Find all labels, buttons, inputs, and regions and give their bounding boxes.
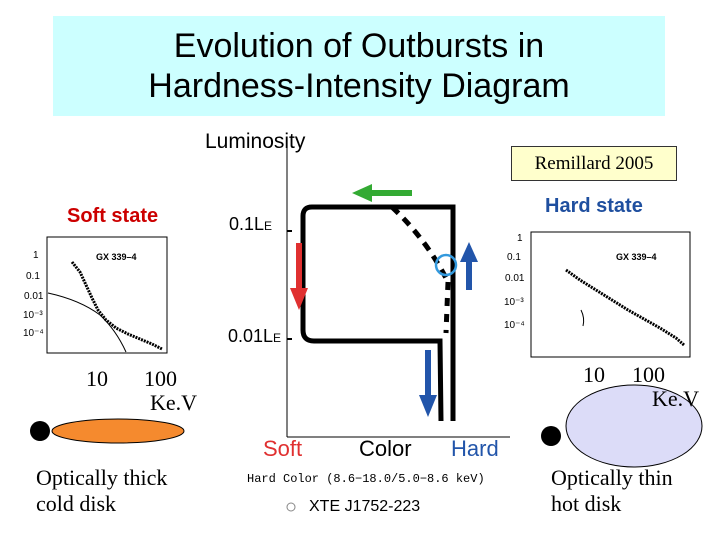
y-tick-low-subscript: E (273, 331, 282, 345)
hard-x-unit: Ke.V (652, 386, 700, 411)
transition-dashed-upper (390, 205, 451, 284)
hard-caption-line-2: hot disk (551, 491, 622, 516)
y-axis-label: Luminosity (205, 130, 306, 153)
soft-spectrum-frame (46, 236, 168, 354)
y-tick-high: 0.1LE (229, 214, 273, 234)
soft-spectrum-model (47, 292, 127, 353)
hard-spectrum-model (580, 309, 585, 327)
y-tick-low: 0.01LE (228, 326, 282, 346)
green-arrow-head (352, 184, 372, 202)
hard-state-label: Hard state (545, 195, 643, 217)
soft-spectrum-data (70, 261, 163, 351)
hard-spectrum-plot (530, 231, 691, 358)
soft-ytick-1: 1 (33, 250, 39, 261)
hard-color-axis-label: Hard Color (8.6−18.0/5.0−8.6 keV) (247, 472, 485, 486)
title-line-1: Evolution of Outbursts in (173, 27, 545, 65)
soft-caption-line-1: Optically thick (36, 465, 168, 490)
hard-central-object (541, 426, 561, 446)
hard-ytick-5: 10⁻⁴ (504, 320, 525, 331)
title-banner: Evolution of Outbursts in Hardness-Inten… (53, 16, 665, 116)
soft-spectrum-plot (46, 236, 168, 354)
soft-spectrum-source: GX 339–4 (96, 252, 137, 262)
highlight-circle (434, 253, 458, 277)
hard-ytick-3: 0.01 (505, 273, 525, 284)
hard-xtick-10: 10 (583, 362, 605, 387)
soft-caption: Optically thick cold disk (36, 465, 167, 517)
hard-spectrum-frame (530, 231, 691, 358)
soft-ytick-3: 0.01 (24, 291, 44, 302)
source-name: XTE J1752-223 (309, 498, 421, 515)
blue-arrow-up-head (460, 242, 478, 262)
hard-ytick-1: 1 (517, 233, 523, 244)
x-label-color: Color (359, 436, 412, 461)
hard-caption-line-1: Optically thin (551, 465, 673, 490)
x-label-soft: Soft (263, 436, 303, 461)
soft-ytick-5: 10⁻⁴ (23, 328, 44, 339)
reference-label: Remillard 2005 (511, 146, 677, 181)
blue-arrow-down-head (419, 395, 437, 417)
soft-xtick-100: 100 (144, 366, 177, 391)
hard-caption: Optically thin hot disk (551, 465, 673, 517)
red-arrow-head (290, 288, 308, 310)
hard-spectrum-source: GX 339–4 (616, 252, 657, 262)
y-tick-high-subscript: E (264, 219, 273, 233)
hard-xtick-100: 100 (632, 362, 665, 387)
soft-caption-line-2: cold disk (36, 491, 117, 516)
soft-disk (51, 418, 185, 444)
hard-spectrum-data (565, 268, 685, 347)
soft-ytick-4: 10⁻³ (23, 310, 43, 321)
soft-state-label: Soft state (67, 205, 159, 227)
x-label-hard: Hard (451, 436, 499, 461)
soft-x-unit: Ke.V (150, 390, 198, 415)
title-line-2: Hardness-Intensity Diagram (148, 67, 570, 105)
source-marker-icon (286, 502, 296, 512)
hard-ytick-4: 10⁻³ (504, 297, 524, 308)
soft-xtick-10: 10 (86, 366, 108, 391)
outburst-track (300, 204, 456, 422)
soft-ytick-2: 0.1 (26, 271, 40, 282)
transition-dashed-lower (443, 281, 451, 334)
soft-central-object (30, 421, 50, 441)
hard-ytick-2: 0.1 (507, 252, 521, 263)
hard-disk (565, 384, 703, 468)
